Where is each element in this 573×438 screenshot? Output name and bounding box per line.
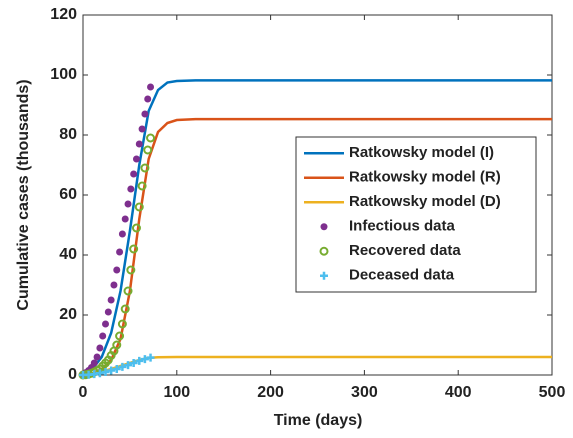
legend-label: Deceased data xyxy=(349,267,455,284)
y-tick-label: 100 xyxy=(50,66,77,83)
data-point xyxy=(117,319,127,329)
data-point xyxy=(120,304,130,314)
data-point xyxy=(138,125,146,133)
data-point xyxy=(127,185,135,193)
data-point xyxy=(129,359,138,367)
y-tick-label: 60 xyxy=(59,186,77,203)
legend-label: Ratkowsky model (R) xyxy=(349,169,501,186)
y-tick-label: 0 xyxy=(68,366,77,383)
data-point xyxy=(104,308,112,316)
data-point xyxy=(134,202,144,212)
legend-label: Ratkowsky model (I) xyxy=(349,144,494,161)
x-tick-label: 0 xyxy=(79,384,88,401)
data-point xyxy=(126,265,136,275)
data-point xyxy=(124,361,133,370)
data-point xyxy=(123,286,133,296)
data-point xyxy=(90,359,98,367)
data-point xyxy=(113,266,121,274)
data-point xyxy=(112,340,122,350)
legend-box xyxy=(295,136,537,293)
data-point xyxy=(121,215,129,223)
data-point xyxy=(118,230,126,238)
legend: Ratkowsky model (I) Ratkowsky model (R) Ra… xyxy=(295,136,537,293)
legend-swatch xyxy=(320,223,328,231)
data-point xyxy=(112,365,121,373)
data-point xyxy=(93,353,101,361)
data-point xyxy=(102,320,110,328)
data-point xyxy=(107,366,116,375)
data-point xyxy=(141,110,149,118)
data-point xyxy=(140,163,150,173)
data-point xyxy=(130,170,138,178)
y-tick-label: 40 xyxy=(59,246,77,263)
model-line xyxy=(82,79,552,375)
data-point xyxy=(143,145,153,155)
data-point xyxy=(110,281,118,289)
data-point xyxy=(116,248,124,256)
data-point xyxy=(99,332,107,340)
data-point xyxy=(144,95,152,103)
data-point xyxy=(147,83,155,91)
data-point xyxy=(118,362,127,371)
y-tick-label: 120 xyxy=(50,6,77,23)
data-point xyxy=(101,368,110,376)
data-point xyxy=(115,331,125,341)
legend-swatch xyxy=(320,271,328,280)
y-tick-label: 20 xyxy=(59,306,77,323)
legend-swatch xyxy=(319,246,329,256)
x-tick-label: 200 xyxy=(257,384,284,401)
x-tick-label: 300 xyxy=(351,384,378,401)
data-point xyxy=(132,155,140,163)
data-point xyxy=(107,296,115,304)
data-point xyxy=(124,200,132,208)
data-point xyxy=(131,223,141,233)
data-point xyxy=(137,181,147,191)
data-point xyxy=(140,355,149,364)
data-point xyxy=(96,344,104,352)
data-point xyxy=(135,356,144,365)
data-point xyxy=(146,133,156,143)
x-axis-label: Time (days) xyxy=(274,412,363,429)
legend-label: Recovered data xyxy=(349,242,461,259)
legend-label: Infectious data xyxy=(349,218,456,235)
y-tick-label: 80 xyxy=(59,126,77,143)
x-tick-label: 100 xyxy=(163,384,190,401)
y-axis-label: Cumulative cases (thousands) xyxy=(15,79,32,310)
legend-label: Ratkowsky model (D) xyxy=(349,193,501,210)
data-point xyxy=(135,140,143,148)
x-tick-label: 500 xyxy=(539,384,566,401)
x-tick-label: 400 xyxy=(445,384,472,401)
data-point xyxy=(129,244,139,254)
data-point xyxy=(146,353,155,362)
